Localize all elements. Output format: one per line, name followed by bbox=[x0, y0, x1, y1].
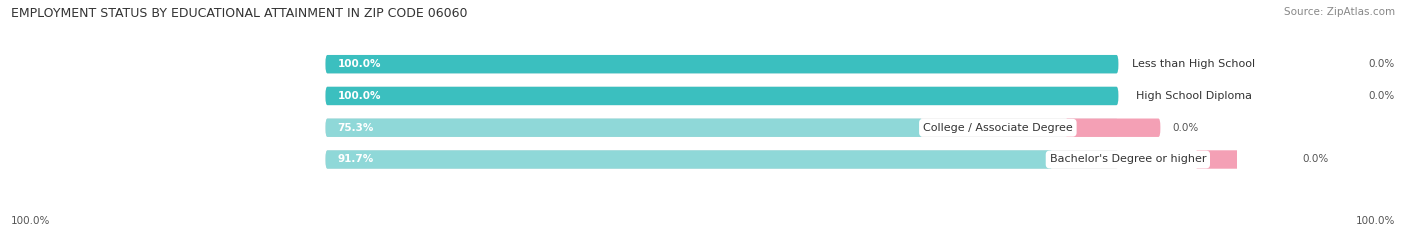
Text: 0.0%: 0.0% bbox=[1368, 91, 1395, 101]
FancyBboxPatch shape bbox=[1195, 150, 1291, 169]
FancyBboxPatch shape bbox=[326, 150, 1118, 169]
FancyBboxPatch shape bbox=[1261, 87, 1357, 105]
FancyBboxPatch shape bbox=[1066, 119, 1160, 137]
Text: 100.0%: 100.0% bbox=[337, 91, 381, 101]
Text: High School Diploma: High School Diploma bbox=[1136, 91, 1251, 101]
Text: 91.7%: 91.7% bbox=[337, 154, 374, 164]
Text: 0.0%: 0.0% bbox=[1173, 123, 1198, 133]
Text: 100.0%: 100.0% bbox=[337, 59, 381, 69]
FancyBboxPatch shape bbox=[326, 150, 1053, 169]
Text: Bachelor's Degree or higher: Bachelor's Degree or higher bbox=[1050, 154, 1206, 164]
Text: 100.0%: 100.0% bbox=[11, 216, 51, 226]
Text: 0.0%: 0.0% bbox=[1302, 154, 1329, 164]
Text: Source: ZipAtlas.com: Source: ZipAtlas.com bbox=[1284, 7, 1395, 17]
Text: 100.0%: 100.0% bbox=[1355, 216, 1395, 226]
FancyBboxPatch shape bbox=[326, 87, 1118, 105]
Text: EMPLOYMENT STATUS BY EDUCATIONAL ATTAINMENT IN ZIP CODE 06060: EMPLOYMENT STATUS BY EDUCATIONAL ATTAINM… bbox=[11, 7, 468, 20]
FancyBboxPatch shape bbox=[1261, 55, 1357, 73]
FancyBboxPatch shape bbox=[326, 55, 1118, 73]
FancyBboxPatch shape bbox=[326, 119, 1118, 137]
Text: 75.3%: 75.3% bbox=[337, 123, 374, 133]
FancyBboxPatch shape bbox=[326, 119, 922, 137]
FancyBboxPatch shape bbox=[326, 87, 1118, 105]
Text: Less than High School: Less than High School bbox=[1132, 59, 1256, 69]
FancyBboxPatch shape bbox=[326, 55, 1118, 73]
Text: College / Associate Degree: College / Associate Degree bbox=[922, 123, 1073, 133]
Text: 0.0%: 0.0% bbox=[1368, 59, 1395, 69]
